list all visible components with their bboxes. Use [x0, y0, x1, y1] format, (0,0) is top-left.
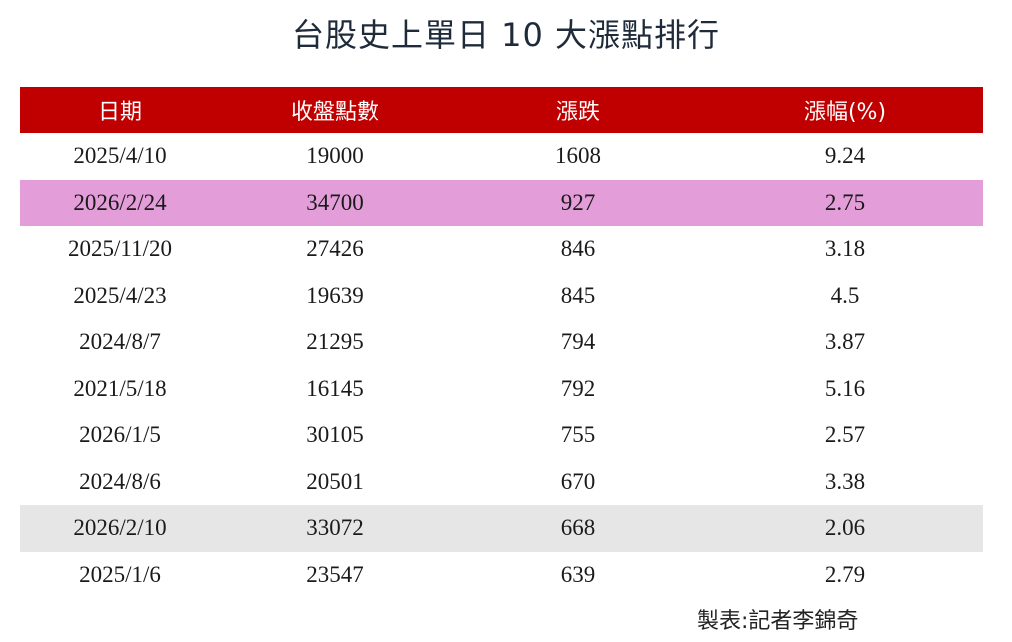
- cell-pct: 2.06: [824, 515, 866, 541]
- cell-close: 30105: [306, 422, 364, 448]
- table-row: 2026/2/10 33072 668 2.06: [20, 505, 983, 552]
- cell-close: 21295: [306, 329, 364, 355]
- cell-change: 755: [560, 422, 596, 448]
- cell-change: 846: [560, 236, 596, 262]
- table-row: 2025/4/10 19000 1608 9.24: [20, 133, 983, 180]
- table-row: 2026/2/24 34700 927 2.75: [20, 179, 983, 226]
- cell-date: 2021/5/18: [73, 375, 167, 401]
- cell-close: 19639: [306, 282, 364, 308]
- cell-change: 927: [560, 189, 596, 215]
- cell-change: 845: [560, 282, 596, 308]
- cell-change: 639: [560, 561, 596, 587]
- cell-pct: 9.24: [824, 143, 866, 169]
- ranking-table: 日期 收盤點數 漲跌 漲幅(%) 2025/4/10 19000 1608 9.24 2…: [20, 87, 983, 598]
- table-row: 2025/11/20 27426 846 3.18: [20, 226, 983, 273]
- cell-date: 2024/8/6: [79, 468, 161, 494]
- header-close: 收盤點數: [290, 100, 379, 125]
- table-row: 2026/1/5 30105 755 2.57: [20, 412, 983, 459]
- table-row: 2024/8/6 20501 670 3.38: [20, 459, 983, 506]
- cell-close: 27426: [306, 236, 364, 262]
- header-date: 日期: [97, 100, 142, 125]
- header-change: 漲跌: [555, 100, 600, 125]
- cell-close: 20501: [306, 468, 364, 494]
- cell-date: 2026/2/10: [73, 515, 167, 541]
- table-row: 2024/8/7 21295 794 3.87: [20, 319, 983, 366]
- cell-pct: 2.57: [824, 422, 866, 448]
- cell-date: 2025/4/10: [73, 143, 167, 169]
- cell-close: 19000: [306, 143, 364, 169]
- cell-change: 1608: [555, 143, 601, 169]
- table-row: 2021/5/18 16145 792 5.16: [20, 366, 983, 413]
- credit-footer: 製表:記者李錦奇: [697, 609, 859, 634]
- header-pct: 漲幅(%): [803, 100, 887, 125]
- cell-pct: 3.38: [824, 468, 866, 494]
- cell-change: 670: [560, 468, 596, 494]
- table-body: 2025/4/10 19000 1608 9.24 2026/2/24 34700 927 2…: [20, 133, 983, 598]
- cell-pct: 5.16: [824, 375, 866, 401]
- cell-pct: 3.18: [824, 236, 866, 262]
- cell-change: 792: [560, 375, 596, 401]
- cell-date: 2025/4/23: [73, 282, 167, 308]
- cell-change: 794: [560, 329, 596, 355]
- table-header-row: 日期 收盤點數 漲跌 漲幅(%): [20, 87, 983, 133]
- cell-pct: 3.87: [824, 329, 866, 355]
- cell-date: 2024/8/7: [79, 329, 161, 355]
- cell-pct: 2.79: [824, 561, 866, 587]
- cell-close: 16145: [306, 375, 364, 401]
- cell-pct: 4.5: [830, 282, 860, 308]
- cell-date: 2026/2/24: [73, 189, 167, 215]
- cell-pct: 2.75: [824, 189, 866, 215]
- table-title: 台股史上單日 10 大漲點排行: [291, 16, 721, 54]
- cell-date: 2026/1/5: [79, 422, 161, 448]
- table-row: 2025/1/6 23547 639 2.79: [20, 552, 983, 599]
- table-row: 2025/4/23 19639 845 4.5: [20, 273, 983, 320]
- cell-close: 23547: [306, 561, 364, 587]
- cell-date: 2025/11/20: [68, 236, 172, 262]
- cell-date: 2025/1/6: [79, 561, 161, 587]
- cell-close: 34700: [306, 189, 364, 215]
- cell-change: 668: [560, 515, 596, 541]
- cell-close: 33072: [306, 515, 364, 541]
